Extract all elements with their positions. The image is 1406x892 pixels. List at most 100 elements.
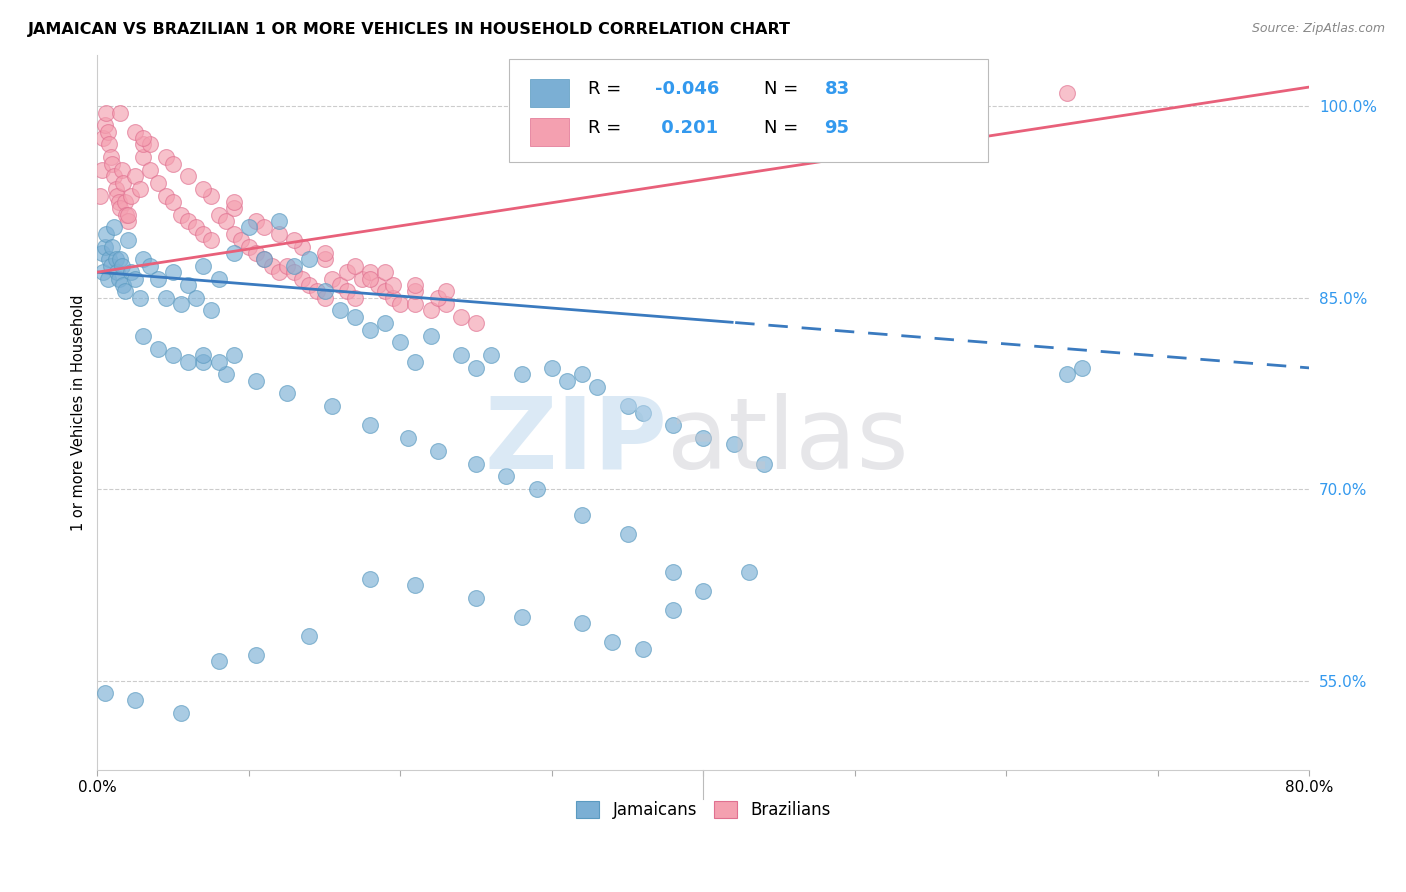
Point	[314, 246, 336, 260]
Point	[381, 291, 404, 305]
Point	[291, 239, 314, 253]
Point	[329, 303, 352, 318]
Point	[162, 194, 184, 209]
Text: JAMAICAN VS BRAZILIAN 1 OR MORE VEHICLES IN HOUSEHOLD CORRELATION CHART: JAMAICAN VS BRAZILIAN 1 OR MORE VEHICLES…	[28, 22, 792, 37]
Point	[146, 176, 169, 190]
Point	[155, 188, 177, 202]
Point	[139, 163, 162, 178]
Point	[298, 277, 321, 292]
Point	[115, 208, 138, 222]
Text: N =: N =	[763, 79, 804, 98]
Point	[1056, 87, 1078, 101]
Point	[434, 297, 457, 311]
Point	[305, 285, 328, 299]
Point	[200, 188, 222, 202]
Point	[343, 259, 366, 273]
Point	[215, 214, 238, 228]
Point	[434, 285, 457, 299]
Point	[105, 188, 128, 202]
Point	[110, 163, 132, 178]
Point	[276, 386, 298, 401]
Point	[510, 368, 533, 382]
Point	[104, 182, 127, 196]
Point	[269, 227, 291, 241]
Point	[321, 271, 343, 285]
Point	[132, 329, 155, 343]
Point	[108, 252, 131, 267]
Point	[404, 354, 426, 368]
Point	[631, 406, 654, 420]
Point	[269, 265, 291, 279]
Point	[193, 182, 215, 196]
Point	[359, 418, 381, 433]
Point	[139, 259, 162, 273]
Point	[207, 354, 229, 368]
Point	[117, 214, 139, 228]
Point	[602, 635, 624, 649]
Point	[692, 584, 714, 599]
Point	[94, 239, 117, 253]
Point	[321, 399, 343, 413]
Point	[124, 271, 146, 285]
Point	[571, 368, 593, 382]
Point	[631, 641, 654, 656]
FancyBboxPatch shape	[530, 119, 569, 146]
Point	[98, 137, 121, 152]
Point	[96, 105, 118, 120]
Point	[314, 285, 336, 299]
Point	[105, 265, 128, 279]
Point	[389, 335, 412, 350]
Point	[97, 271, 120, 285]
FancyBboxPatch shape	[509, 59, 988, 162]
Point	[465, 316, 488, 330]
Point	[692, 431, 714, 445]
Point	[359, 271, 381, 285]
Point	[359, 265, 381, 279]
Legend: Jamaicans, Brazilians: Jamaicans, Brazilians	[569, 795, 838, 826]
Point	[526, 482, 548, 496]
Text: atlas: atlas	[666, 392, 908, 490]
Point	[94, 686, 117, 700]
Point	[283, 233, 305, 247]
Text: N =: N =	[763, 119, 804, 137]
Point	[427, 291, 450, 305]
Point	[283, 259, 305, 273]
Point	[571, 616, 593, 631]
Point	[329, 277, 352, 292]
Point	[200, 233, 222, 247]
Point	[555, 374, 578, 388]
Point	[419, 303, 441, 318]
Point	[96, 227, 118, 241]
Point	[207, 208, 229, 222]
Point	[155, 150, 177, 164]
Point	[269, 214, 291, 228]
Point	[112, 277, 135, 292]
Point	[124, 693, 146, 707]
Point	[1071, 360, 1094, 375]
Text: 0.201: 0.201	[655, 119, 718, 137]
Point	[139, 137, 162, 152]
Point	[97, 125, 120, 139]
Point	[465, 457, 488, 471]
Point	[253, 252, 276, 267]
Point	[117, 208, 139, 222]
Point	[404, 578, 426, 592]
Point	[245, 246, 267, 260]
Point	[450, 348, 472, 362]
Point	[238, 220, 260, 235]
Point	[124, 169, 146, 184]
Point	[396, 431, 419, 445]
Point	[90, 163, 112, 178]
Point	[238, 239, 260, 253]
Point	[207, 655, 229, 669]
Point	[465, 360, 488, 375]
Point	[177, 354, 200, 368]
Point	[128, 291, 150, 305]
Point	[146, 271, 169, 285]
FancyBboxPatch shape	[530, 79, 569, 107]
Point	[89, 188, 111, 202]
Point	[101, 156, 124, 170]
Point	[374, 265, 396, 279]
Point	[110, 259, 132, 273]
Point	[298, 629, 321, 643]
